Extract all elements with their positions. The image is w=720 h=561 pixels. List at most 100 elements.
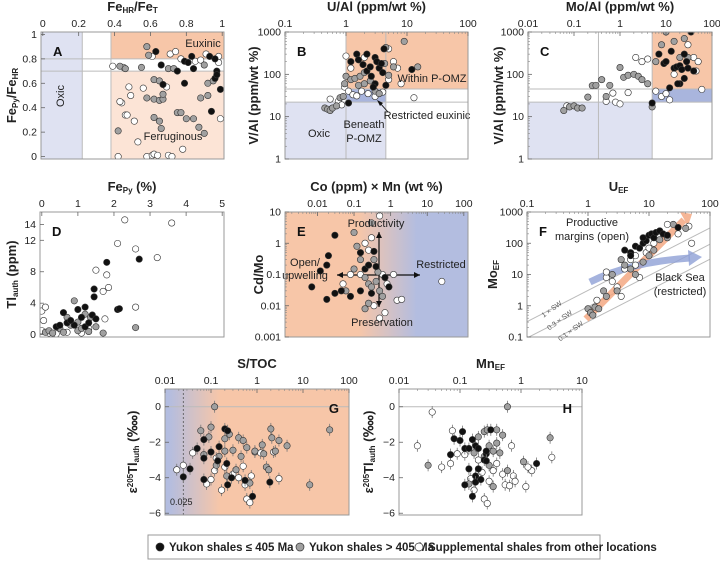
data-point-le405 xyxy=(331,289,339,297)
panel-c: 0.01 0.1 1 10 100 1 10 100 1000 Mo/Al (ppm/wt %) V… xyxy=(491,0,720,166)
label-part: S/TOC xyxy=(237,356,277,371)
data-point-gt405 xyxy=(631,270,639,278)
arrowhead xyxy=(337,272,343,278)
data-point-supp xyxy=(275,475,283,483)
data-point-le405 xyxy=(627,252,635,260)
data-point-supp xyxy=(218,486,226,494)
data-point-gt405 xyxy=(682,224,690,232)
y-tick-label: −2 xyxy=(149,437,161,449)
data-point-gt405 xyxy=(339,92,347,100)
data-point-gt405 xyxy=(283,442,291,450)
label-part: HR xyxy=(11,68,20,80)
data-point-gt405 xyxy=(485,442,493,450)
arrowhead xyxy=(377,100,383,106)
x-axis-title: Co (ppm) × Mn (wt %) xyxy=(310,179,443,194)
data-point-le405 xyxy=(213,71,221,79)
data-point-le405 xyxy=(674,80,682,88)
data-point-gt405 xyxy=(143,43,151,51)
data-point-le405 xyxy=(77,313,85,321)
y-tick-label: 1 xyxy=(517,300,523,312)
y-axis-title: FePy/FeHR xyxy=(4,68,20,124)
data-point-gt405 xyxy=(275,436,283,444)
data-point-gt405 xyxy=(520,458,528,466)
arrowhead xyxy=(376,232,382,238)
y-axis-title: Tlauth (ppm) xyxy=(4,240,20,308)
data-point-supp xyxy=(617,292,625,300)
data-point-gt405 xyxy=(372,277,380,285)
data-point-gt405 xyxy=(598,76,606,84)
data-point-le405 xyxy=(200,454,208,462)
data-point-supp xyxy=(652,87,660,95)
data-point-le405 xyxy=(157,61,165,69)
data-point-le405 xyxy=(366,63,374,71)
annotation: Black Sea xyxy=(655,272,705,284)
legend-marker-supp xyxy=(414,542,424,552)
data-point-le405 xyxy=(190,65,198,73)
panel-e: Productivity Open/upwelling Restricted Pres… xyxy=(251,179,473,344)
annotation: Restricted xyxy=(416,259,466,271)
y-axis-title: V/Al (ppm/wt %) xyxy=(491,46,506,144)
data-point-le405 xyxy=(207,107,215,115)
data-point-gt405 xyxy=(326,426,334,434)
data-point-le405 xyxy=(59,309,67,317)
data-point-gt405 xyxy=(207,423,215,431)
x-tick-label: 0.1 xyxy=(204,375,219,387)
data-point-supp xyxy=(216,115,224,123)
data-point-gt405 xyxy=(350,229,358,237)
y-tick-label: 0.2 xyxy=(22,127,37,139)
annotation: 0.025 xyxy=(170,497,193,507)
x-tick-label: 1 xyxy=(219,18,225,30)
data-point-le405 xyxy=(482,457,490,465)
data-point-gt405 xyxy=(221,435,229,443)
x-tick-label: 0.1 xyxy=(278,18,293,30)
label-part: Fe xyxy=(108,179,123,194)
label-part: Py xyxy=(123,186,133,195)
data-point-gt405 xyxy=(258,441,266,449)
label-part: Mo/Al (ppm/wt %) xyxy=(566,0,674,14)
arrowhead xyxy=(376,301,382,307)
data-point-le405 xyxy=(223,460,231,468)
data-point-le405 xyxy=(636,244,644,252)
y-tick-label: 1000 xyxy=(258,27,282,39)
data-point-gt405 xyxy=(121,65,129,73)
data-point-gt405 xyxy=(243,444,251,452)
data-point-gt405 xyxy=(606,81,614,89)
data-point-le405 xyxy=(468,436,476,444)
region-light-blue xyxy=(528,102,653,159)
region-light-blue xyxy=(41,32,83,159)
data-point-le405 xyxy=(249,492,257,500)
data-point-le405 xyxy=(200,476,208,484)
panel-h: 0.01 0.1 1 10 −6 −4 −2 0 MnEF ε205Tlauth (‱) H xyxy=(361,356,588,520)
data-point-gt405 xyxy=(644,80,652,88)
data-point-supp xyxy=(499,470,507,478)
data-point-gt405 xyxy=(361,305,369,313)
data-point-le405 xyxy=(70,321,78,329)
data-point-gt405 xyxy=(157,124,165,132)
data-point-supp xyxy=(139,84,147,92)
panel-letter: D xyxy=(52,224,61,239)
label-part: EF xyxy=(492,260,501,270)
data-point-le405 xyxy=(354,56,362,64)
data-point-le405 xyxy=(214,457,222,465)
label-part: HR xyxy=(122,6,134,15)
label-part: Tl xyxy=(4,297,19,309)
data-point-supp xyxy=(358,87,366,95)
x-tick-label: 0.2 xyxy=(71,18,86,30)
y-tick-label: 100 xyxy=(263,69,281,81)
data-point-le405 xyxy=(382,81,390,89)
data-point-le405 xyxy=(468,492,476,500)
label-part: T xyxy=(153,6,158,15)
annotation: (restricted) xyxy=(654,286,707,298)
data-point-le405 xyxy=(173,67,181,75)
data-point-gt405 xyxy=(367,283,375,291)
x-tick-label: 1 xyxy=(343,18,349,30)
x-tick-label: 100 xyxy=(459,18,477,30)
data-point-le405 xyxy=(687,32,695,36)
data-point-le405 xyxy=(135,255,143,263)
data-point-supp xyxy=(173,466,181,474)
x-tick-label: 0.1 xyxy=(347,198,362,210)
data-point-gt405 xyxy=(645,252,653,260)
data-point-le405 xyxy=(193,444,201,452)
